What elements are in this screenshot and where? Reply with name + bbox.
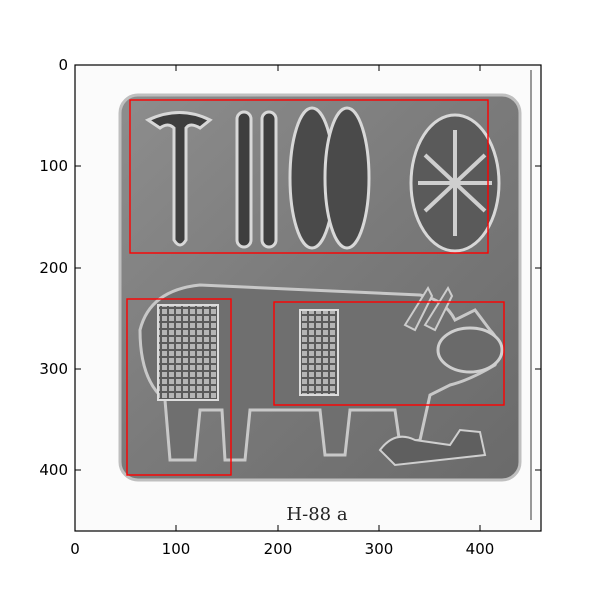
bounding-box-rhino-body	[126, 298, 232, 476]
y-tick-label: 100	[39, 157, 68, 175]
y-tick-label: 200	[39, 259, 68, 277]
y-tick-label: 400	[39, 461, 68, 479]
x-tick-label: 400	[466, 540, 495, 558]
seal-photograph: H-88 a	[75, 65, 541, 531]
y-tick-label: 0	[58, 56, 68, 74]
x-axis-tick-labels: 0 100 200 300 400	[70, 540, 494, 558]
x-axis-ticks	[74, 65, 481, 531]
y-axis-tick-labels: 0 100 200 300 400	[39, 56, 68, 479]
bounding-box-script-signs	[129, 99, 489, 254]
x-tick-label: 100	[162, 540, 191, 558]
y-axis-ticks	[75, 64, 541, 471]
script-signs	[144, 106, 501, 253]
seal-caption: H-88 a	[286, 504, 347, 525]
y-tick-label: 300	[39, 360, 68, 378]
rhinoceros-relief	[138, 283, 504, 467]
annotation-boxes	[126, 99, 505, 476]
x-tick-label: 200	[264, 540, 293, 558]
x-tick-label: 0	[70, 540, 80, 558]
bounding-box-rhino-head	[273, 301, 505, 406]
plot-frame	[74, 64, 542, 532]
x-tick-label: 300	[365, 540, 394, 558]
